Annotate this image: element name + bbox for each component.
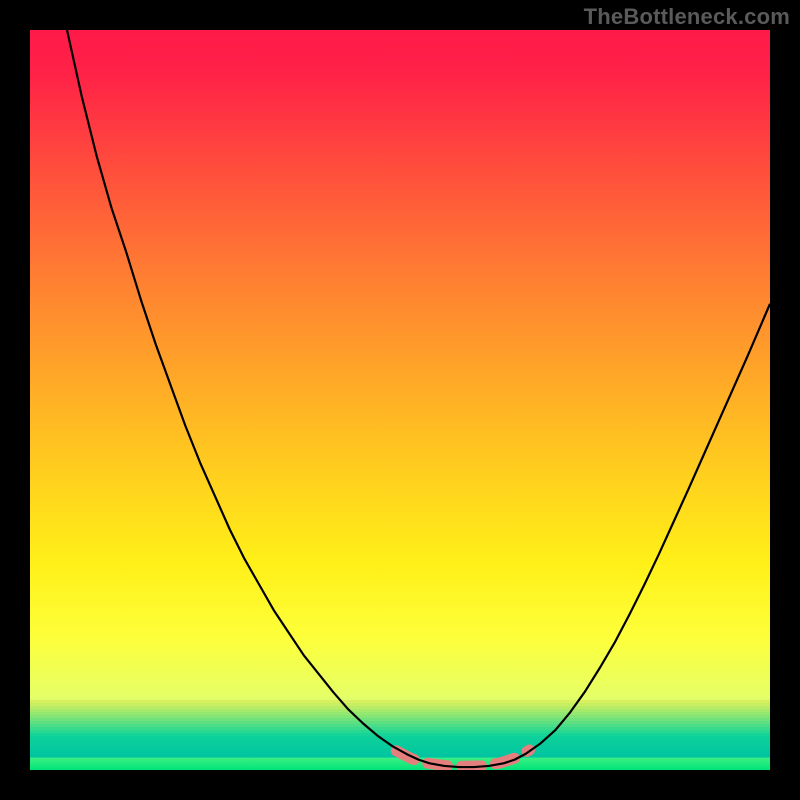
watermark-text: TheBottleneck.com xyxy=(584,4,790,30)
bottleneck-curve-chart xyxy=(0,0,800,800)
gradient-background xyxy=(30,30,770,770)
chart-frame: TheBottleneck.com xyxy=(0,0,800,800)
